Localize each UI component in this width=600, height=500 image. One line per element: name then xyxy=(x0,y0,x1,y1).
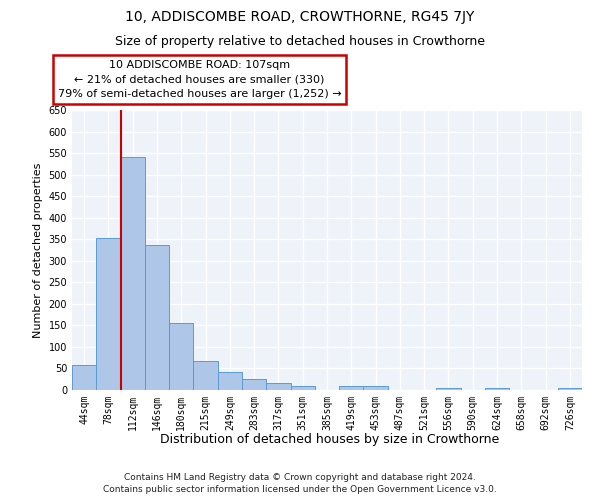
Bar xyxy=(121,158,145,390)
Text: 10, ADDISCOMBE ROAD, CROWTHORNE, RG45 7JY: 10, ADDISCOMBE ROAD, CROWTHORNE, RG45 7J… xyxy=(125,10,475,24)
Text: Distribution of detached houses by size in Crowthorne: Distribution of detached houses by size … xyxy=(160,432,500,446)
Bar xyxy=(242,379,266,390)
Y-axis label: Number of detached properties: Number of detached properties xyxy=(33,162,43,338)
Bar xyxy=(485,388,509,390)
Bar xyxy=(339,386,364,390)
Text: Contains HM Land Registry data © Crown copyright and database right 2024.: Contains HM Land Registry data © Crown c… xyxy=(124,472,476,482)
Text: 10 ADDISCOMBE ROAD: 107sqm
← 21% of detached houses are smaller (330)
79% of sem: 10 ADDISCOMBE ROAD: 107sqm ← 21% of deta… xyxy=(58,60,341,99)
Bar xyxy=(218,372,242,390)
Text: Contains public sector information licensed under the Open Government Licence v3: Contains public sector information licen… xyxy=(103,485,497,494)
Bar xyxy=(290,386,315,390)
Bar xyxy=(193,361,218,390)
Text: Size of property relative to detached houses in Crowthorne: Size of property relative to detached ho… xyxy=(115,35,485,48)
Bar xyxy=(436,388,461,390)
Bar xyxy=(72,366,96,390)
Bar xyxy=(96,238,121,390)
Bar xyxy=(266,382,290,390)
Bar xyxy=(364,386,388,390)
Bar xyxy=(169,323,193,390)
Bar xyxy=(558,388,582,390)
Bar xyxy=(145,246,169,390)
